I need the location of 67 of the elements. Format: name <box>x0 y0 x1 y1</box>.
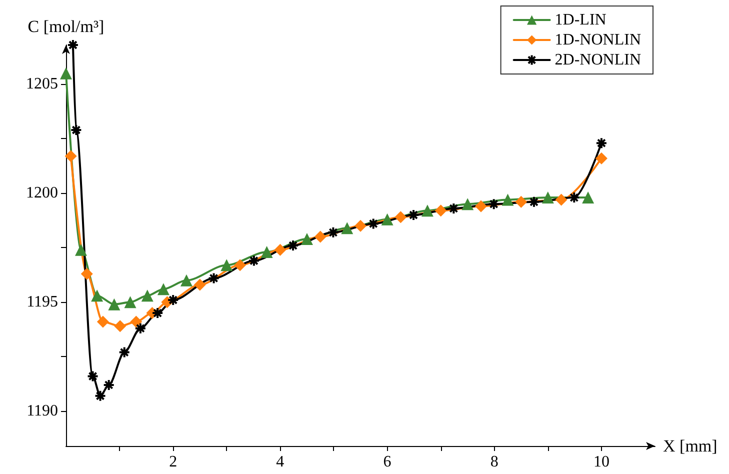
point <box>91 290 104 302</box>
point <box>118 346 130 358</box>
point <box>80 268 93 280</box>
point <box>130 316 142 328</box>
point <box>555 194 568 206</box>
point <box>102 378 115 391</box>
point <box>248 254 260 267</box>
x-tick-label: 2 <box>169 454 178 470</box>
point <box>502 194 514 206</box>
x-axis-title: X [mm] <box>663 436 718 456</box>
point <box>474 200 487 212</box>
point <box>542 192 554 204</box>
point <box>354 220 366 232</box>
x-tick-label: 6 <box>383 454 392 470</box>
point <box>341 222 354 234</box>
point <box>70 124 82 136</box>
point <box>108 298 120 310</box>
point <box>234 259 246 272</box>
y-tick-label: 1190 <box>26 402 58 420</box>
point <box>528 196 540 208</box>
y-tick-label: 1205 <box>26 76 58 93</box>
point <box>64 150 77 162</box>
point <box>86 370 99 382</box>
point <box>434 204 447 217</box>
point <box>180 274 192 286</box>
x-tick-label: 10 <box>593 454 610 470</box>
legend-label: 1D-NONLIN <box>554 32 642 48</box>
point <box>124 296 136 308</box>
point <box>595 137 608 150</box>
point <box>287 240 300 252</box>
y-tick-label: 1195 <box>26 294 58 311</box>
point <box>582 192 594 204</box>
point <box>157 283 170 296</box>
point <box>448 202 460 214</box>
point <box>421 204 434 217</box>
point <box>260 246 273 258</box>
point <box>515 196 528 208</box>
point <box>134 322 146 334</box>
y-axis-title: C [mol/m³] <box>28 17 104 36</box>
point <box>208 272 220 284</box>
point <box>114 320 126 332</box>
point <box>274 244 286 256</box>
point <box>381 213 394 226</box>
point <box>167 294 180 306</box>
legend-label: 2D-NONLIN <box>554 52 642 68</box>
y-tick-label: 1200 <box>26 184 58 202</box>
point <box>96 316 109 328</box>
point <box>194 278 206 291</box>
point <box>141 290 154 302</box>
x-tick-label: 8 <box>490 454 498 470</box>
point <box>94 390 106 402</box>
point <box>394 211 407 224</box>
point <box>568 192 580 204</box>
point <box>488 198 500 210</box>
point <box>367 218 380 230</box>
point <box>60 67 72 80</box>
point <box>595 152 608 164</box>
point <box>408 208 420 221</box>
point <box>152 307 164 320</box>
point <box>327 226 340 238</box>
point <box>300 232 313 245</box>
point <box>220 259 233 272</box>
point <box>314 230 326 243</box>
x-tick-label: 4 <box>276 454 284 470</box>
point <box>74 244 87 256</box>
point <box>462 198 474 210</box>
legend-label: 1D-LIN <box>554 12 607 28</box>
